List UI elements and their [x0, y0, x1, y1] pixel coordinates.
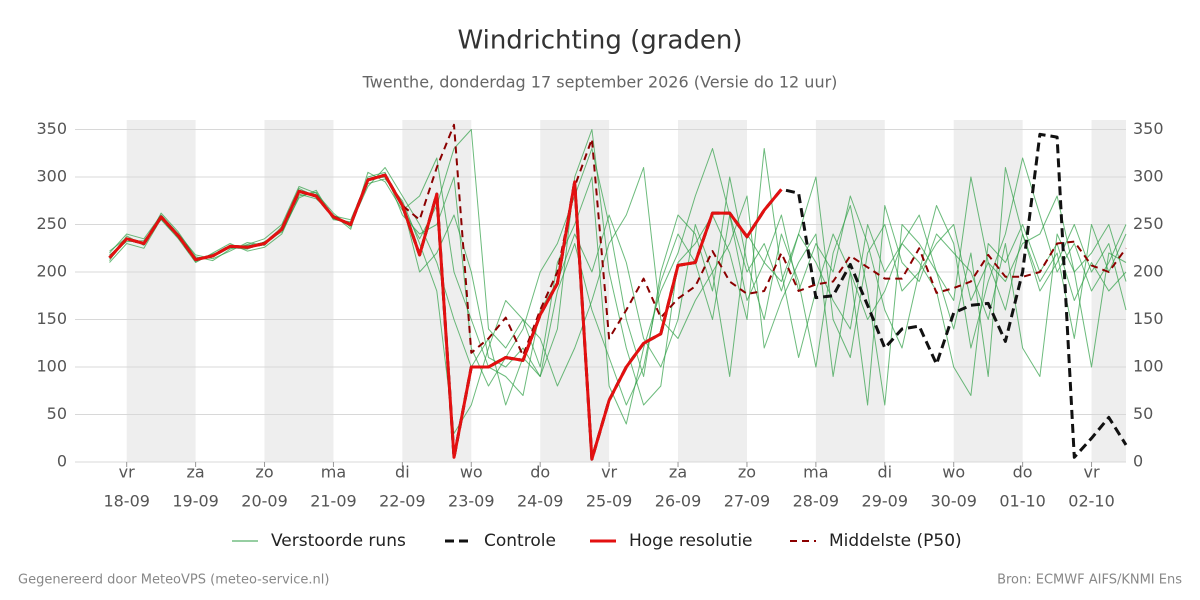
- x-tick-label: ma: [803, 463, 828, 482]
- footer-right: Bron: ECMWF AIFS/KNMI Ens: [997, 573, 1182, 588]
- x-tick-label: 02-10: [1068, 492, 1115, 511]
- x-tick-label: 28-09: [793, 492, 840, 511]
- x-tick-label: di: [877, 463, 892, 482]
- x-tick-label: 30-09: [930, 492, 977, 511]
- legend-label: Verstoorde runs: [271, 531, 406, 551]
- ensemble-line: [109, 148, 1127, 406]
- day-shade: [540, 120, 610, 462]
- x-tick-label: vr: [601, 463, 617, 482]
- y2-tick-label: 150: [1133, 309, 1164, 328]
- x-tick-label: 24-09: [517, 492, 564, 511]
- y-tick-label: 100: [36, 357, 67, 376]
- y-tick-label: 300: [36, 167, 67, 186]
- x-tick-label: 27-09: [724, 492, 771, 511]
- y2-tick-label: 350: [1133, 119, 1164, 138]
- series-line: [108, 173, 783, 461]
- x-tick-label: di: [395, 463, 410, 482]
- x-tick-label: 29-09: [862, 492, 909, 511]
- legend-label: Middelste (P50): [829, 531, 962, 551]
- x-tick-label: vr: [119, 463, 135, 482]
- x-tick-label: 20-09: [241, 492, 288, 511]
- legend-label: Controle: [484, 531, 556, 551]
- footer-left: Gegenereerd door MeteoVPS (meteo-service…: [18, 573, 329, 588]
- y-tick-label: 350: [36, 119, 67, 138]
- chart-subtitle: Twenthe, donderdag 17 september 2026 (Ve…: [362, 73, 838, 92]
- chart-title: Windrichting (graden): [457, 26, 742, 56]
- x-tick-label: wo: [460, 463, 483, 482]
- day-shade: [953, 120, 1023, 462]
- x-tick-label: zo: [255, 463, 273, 482]
- y-tick-label: 200: [36, 262, 67, 281]
- x-tick-label: 23-09: [448, 492, 495, 511]
- day-shade: [264, 120, 334, 462]
- x-tick-label: 25-09: [586, 492, 633, 511]
- y-tick-label: 250: [36, 214, 67, 233]
- y2-tick-label: 100: [1133, 357, 1164, 376]
- x-tick-label: 18-09: [103, 492, 150, 511]
- ensemble-line: [109, 148, 1127, 434]
- y2-tick-label: 300: [1133, 167, 1164, 186]
- y-tick-label: 50: [47, 404, 67, 423]
- x-tick-label: za: [187, 463, 205, 482]
- legend-label: Hoge resolutie: [629, 531, 753, 551]
- y2-tick-label: 250: [1133, 214, 1164, 233]
- ensemble-line: [109, 129, 1127, 406]
- x-tick-label: ma: [321, 463, 346, 482]
- ensemble-line: [109, 157, 1127, 396]
- day-shade: [815, 120, 885, 462]
- x-tick-label: zo: [738, 463, 756, 482]
- y2-tick-label: 200: [1133, 262, 1164, 281]
- y-tick-label: 0: [57, 452, 67, 471]
- x-tick-label: 01-10: [999, 492, 1046, 511]
- x-tick-label: 22-09: [379, 492, 426, 511]
- day-shade: [126, 120, 196, 462]
- x-tick-label: 21-09: [310, 492, 357, 511]
- y2-tick-label: 50: [1133, 404, 1153, 423]
- y2-tick-label: 0: [1133, 452, 1143, 471]
- y-tick-label: 150: [36, 309, 67, 328]
- x-tick-label: do: [530, 463, 550, 482]
- x-tick-label: 19-09: [172, 492, 219, 511]
- x-tick-label: vr: [1084, 463, 1100, 482]
- x-tick-label: za: [669, 463, 687, 482]
- x-tick-label: do: [1013, 463, 1033, 482]
- x-tick-label: 26-09: [655, 492, 702, 511]
- x-tick-label: wo: [942, 463, 965, 482]
